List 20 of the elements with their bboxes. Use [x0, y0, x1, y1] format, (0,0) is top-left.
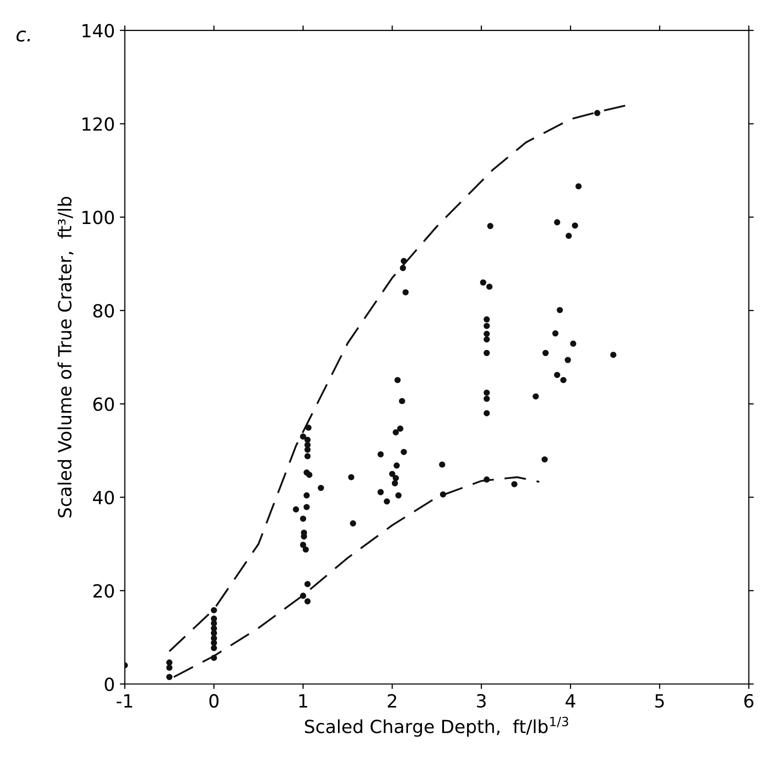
y-tick-label: 140 — [82, 24, 114, 38]
y-tick-label: 120 — [82, 117, 114, 131]
y-tick-label: 100 — [82, 210, 114, 224]
x-tick-label: 2 — [388, 694, 396, 708]
x-tick-label: 5 — [655, 694, 664, 708]
y-tick-label: 0 — [104, 677, 114, 692]
y-tick-label: 80 — [93, 304, 114, 318]
text: c. — [16, 30, 30, 42]
x-tick-label: 4 — [566, 694, 576, 708]
x-tick-label: -1 — [116, 694, 132, 708]
x-tick-label: 3 — [477, 694, 486, 708]
y-tick-label: 40 — [92, 490, 114, 504]
x-tick-label: 0 — [209, 694, 218, 708]
x-axis-title: Scaled Charge Depth, ft/lb$^{1/3}$ — [305, 716, 568, 737]
y-axis-title: Scaled Volume of True Crater, ft³/lb — [58, 196, 74, 518]
line-series — [168, 104, 628, 652]
x-tick-label: 1 — [299, 694, 308, 708]
y-tick-label: 20 — [93, 584, 114, 598]
y-tick-label: 60 — [93, 397, 114, 411]
x-tick-label: 6 — [744, 694, 754, 708]
